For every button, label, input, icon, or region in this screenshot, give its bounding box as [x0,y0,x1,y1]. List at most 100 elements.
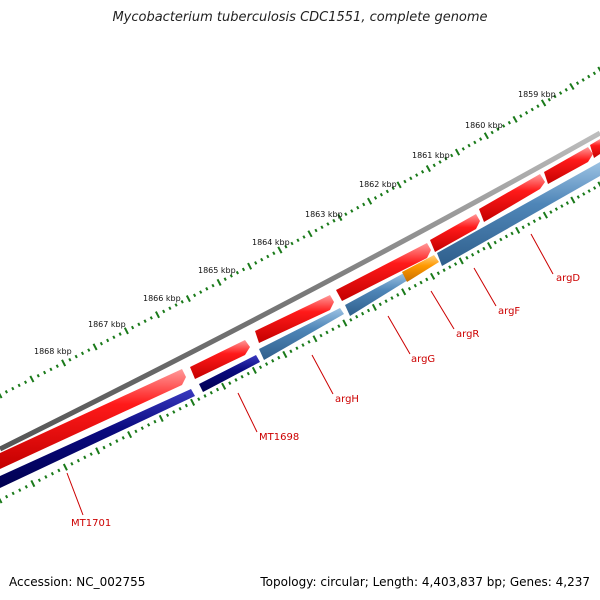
tick-mark [112,335,116,340]
tick-mark [385,189,389,194]
tick-mark [143,319,147,323]
tick-mark [185,295,191,303]
tick-mark [134,429,138,434]
tick-mark [530,107,534,112]
tick-mark [337,213,343,222]
tick-mark [320,225,324,230]
tick-mark [127,431,133,439]
tick-mark [295,346,299,350]
tick-mark [510,231,514,236]
tick-mark [258,365,263,370]
tick-mark [162,309,166,314]
tick-mark [205,287,209,291]
tick-mark [350,209,354,213]
tick-mark [362,202,366,207]
forward-gene-feature [190,340,250,379]
scale-label: 1861 kbp [412,151,450,160]
scale-label: 1865 kbp [198,266,236,275]
tick-mark [284,244,288,249]
reverse-gene-feature-navy [0,389,195,488]
tick-mark [569,82,575,91]
tick-mark [442,268,446,272]
tick-mark [587,189,591,193]
forward-gene-feature [255,295,334,343]
leader-line-MT1701 [66,472,84,516]
leader-line-argH [311,354,334,395]
tick-mark [68,357,72,362]
tick-mark [378,302,382,307]
tick-mark [95,447,101,455]
tick-mark [123,327,129,335]
tick-mark [246,371,250,376]
tick-mark [326,222,330,226]
tick-mark [229,274,233,278]
tick-mark [332,218,336,223]
tick-mark [538,216,542,220]
tick-mark [438,160,442,164]
tick-mark [593,186,597,190]
scale-label: 1868 kbp [34,347,72,356]
tick-mark [193,293,197,298]
tick-mark [190,398,196,406]
tick-mark [49,367,53,372]
tick-mark [44,475,48,479]
tick-mark [576,195,580,199]
tick-mark [493,240,497,245]
tick-mark [587,74,591,79]
tick-mark [166,413,170,417]
tick-mark [266,254,270,259]
tick-mark [228,381,232,385]
tick-mark [396,181,402,189]
tick-mark [401,288,407,296]
reverse-gene-feature-steel [437,162,600,266]
tick-mark [420,170,425,174]
tick-mark [458,257,464,265]
tick-mark [240,374,244,379]
tick-mark [184,403,188,408]
tick-mark [507,120,511,125]
tick-mark [487,242,493,250]
tick-mark [482,246,486,251]
tick-mark [197,397,201,401]
tick-mark [209,390,213,395]
tick-mark [379,192,383,197]
gene-labels: argD argF argR argG argH MT1698 MT1701 [71,273,580,529]
forward-strand-track [0,139,600,469]
tick-mark [367,197,373,205]
tick-mark [11,491,15,496]
forward-gene-feature [336,243,431,301]
tick-mark [199,290,203,294]
tick-mark [108,442,113,447]
scale-label: 1866 kbp [143,294,181,303]
tick-mark [597,181,600,188]
regulator-gene-feature [402,255,439,282]
tick-mark [465,256,469,260]
tick-mark [43,370,47,375]
tick-mark [149,316,153,320]
tick-mark [147,423,151,427]
tick-mark [102,445,106,450]
tick-mark [215,387,220,392]
accession-text: Accession: NC_002755 [9,575,146,589]
leader-line-argF [473,267,497,307]
gene-label-argR: argR [456,329,479,340]
tick-mark [409,176,413,181]
tick-mark [74,354,78,359]
tick-mark [61,359,67,367]
tick-mark [570,196,576,204]
tick-mark [158,414,164,423]
tick-mark [373,196,378,200]
tick-mark [99,341,103,346]
tick-mark [271,359,275,363]
tick-mark [301,343,305,347]
tick-mark [29,375,35,383]
tick-mark [307,230,313,238]
tick-mark [234,378,238,382]
tick-mark [515,226,521,234]
tick-mark [502,124,506,128]
tick-mark [140,426,144,430]
forward-gene-feature [544,147,593,184]
tick-mark [344,212,348,216]
tick-mark [282,350,288,359]
